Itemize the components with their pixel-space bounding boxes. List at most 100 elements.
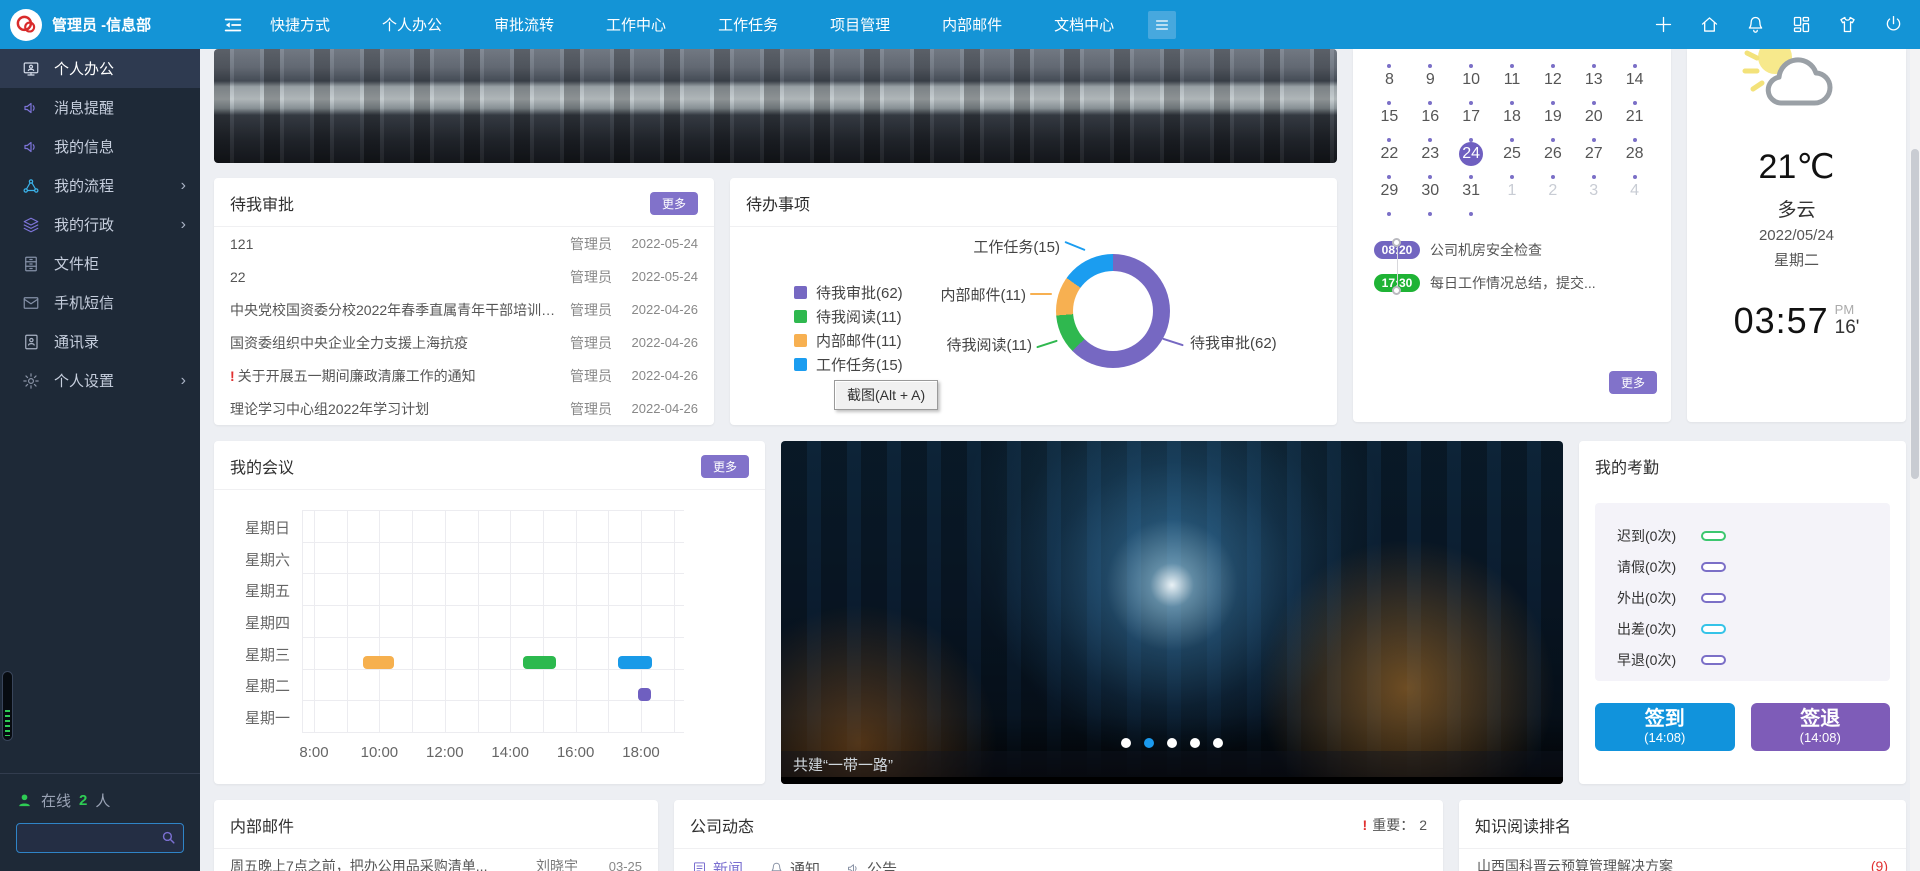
approval-row[interactable]: ! 关于开展五一期间廉政清廉工作的通知 管理员 2022-04-26 [214,359,714,392]
home-icon[interactable] [1699,14,1720,35]
carousel-dot[interactable] [1213,738,1223,748]
tab-新闻[interactable]: 新闻 [692,858,743,871]
company-logo-icon[interactable] [10,8,42,41]
calendar-day[interactable]: 15 [1380,108,1399,125]
calendar-day[interactable]: 29 [1380,182,1399,199]
plus-icon[interactable] [1653,14,1674,35]
carousel[interactable]: 共建“一带一路” [781,441,1563,784]
calendar-day[interactable]: 26 [1543,145,1562,162]
calendar-day[interactable]: 14 [1625,71,1644,88]
schedule-item[interactable]: 17:30 每日工作情况总结，提交... [1374,273,1671,293]
schedule-dot-icon [1632,138,1637,142]
nav-item-6[interactable]: 项目管理 [830,17,891,34]
bell-icon[interactable] [1745,14,1766,35]
speaker-icon [22,99,40,117]
calendar-day[interactable]: 19 [1543,108,1562,125]
sidebar-search-input[interactable] [16,823,184,853]
power-icon[interactable] [1883,14,1904,35]
sidebar-item-我的信息[interactable]: 我的信息 [0,127,200,166]
nav-item-4[interactable]: 工作中心 [606,17,667,34]
collapse-menu-icon[interactable] [222,14,244,36]
nav-item-8[interactable]: 文档中心 [1054,17,1115,34]
calendar-day[interactable]: 2 [1548,182,1558,199]
calendar-day[interactable]: 22 [1380,145,1399,162]
calendar-day[interactable]: 11 [1503,71,1521,88]
schedule-dot-icon [1550,101,1555,105]
approval-more-button[interactable]: 更多 [649,191,698,215]
volume-widget[interactable] [2,671,13,741]
calendar-day[interactable]: 17 [1462,108,1481,125]
brand: 管理员 -信息部 [0,8,200,41]
carousel-dots [781,738,1563,748]
mail-row[interactable]: 周五晚上7点之前，把办公用品采购清单... 刘晓宇 03-25 [214,849,658,871]
nav-item-1[interactable]: 快捷方式 [270,17,331,34]
calendar-day[interactable]: 10 [1462,71,1481,88]
shirt-icon[interactable] [1837,14,1858,35]
meeting-bar[interactable] [618,655,653,669]
approval-row[interactable]: 22 管理员 2022-05-24 [214,260,714,293]
carousel-dot[interactable] [1144,738,1154,748]
legend-item[interactable]: 待我阅读(11) [794,304,903,328]
sidebar-item-我的流程[interactable]: 我的流程 › [0,166,200,205]
carousel-dot[interactable] [1167,738,1177,748]
carousel-dot[interactable] [1121,738,1131,748]
calendar-day[interactable]: 28 [1625,145,1644,162]
nav-item-3[interactable]: 审批流转 [494,17,555,34]
nav-item-5[interactable]: 工作任务 [718,17,779,34]
page-scrollbar[interactable] [1910,49,1920,871]
meetings-more-button[interactable]: 更多 [700,454,749,478]
knowledge-row[interactable]: 山西国科晋云预算管理解决方案 (9) [1459,849,1906,871]
calendar-day[interactable]: 23 [1421,145,1440,162]
calendar-day[interactable]: 8 [1384,71,1394,88]
calendar-more-button[interactable]: 更多 [1608,371,1657,394]
calendar-day[interactable]: 1 [1507,182,1517,199]
sidebar-item-个人设置[interactable]: 个人设置 › [0,361,200,400]
calendar-day[interactable]: 20 [1584,108,1603,125]
calendar-day[interactable]: 4 [1630,182,1640,199]
legend-item[interactable]: 内部邮件(11) [794,328,903,352]
nav-item-7[interactable]: 内部邮件 [942,17,1003,34]
legend-item[interactable]: 待我审批(62) [794,280,903,304]
calendar-day[interactable]: 12 [1543,71,1562,88]
sidebar-item-通讯录[interactable]: 通讯录 [0,322,200,361]
calendar-day[interactable]: 16 [1421,108,1440,125]
approval-row[interactable]: 理论学习中心组2022年学习计划 管理员 2022-04-26 [214,392,714,425]
legend-item[interactable]: 工作任务(15) [794,352,903,376]
carousel-dot[interactable] [1190,738,1200,748]
search-icon[interactable] [160,829,177,846]
calendar-selected-day[interactable]: 24 [1459,142,1484,166]
meeting-bar[interactable] [637,687,651,701]
tab-通知[interactable]: 通知 [769,858,820,871]
sidebar-item-文件柜[interactable]: 文件柜 [0,244,200,283]
calendar-day[interactable]: 25 [1503,145,1521,162]
approval-row[interactable]: 中央党校国资委分校2022年春季直属青年干部培训班开班 管理员 2022-04-26 [214,293,714,326]
meeting-bar[interactable] [523,655,556,669]
schedule-dot-icon [1469,212,1474,216]
donut-ring[interactable] [1056,254,1170,368]
calendar-day[interactable]: 3 [1589,182,1599,199]
calendar-day[interactable]: 30 [1421,182,1440,199]
meeting-bar[interactable] [363,655,395,669]
sidebar-item-手机短信[interactable]: 手机短信 [0,283,200,322]
schedule-item[interactable]: 08:20 公司机房安全检查 [1374,240,1671,260]
approval-row[interactable]: 国资委组织中央企业全力支援上海抗疫 管理员 2022-04-26 [214,326,714,359]
scrollbar-thumb[interactable] [1911,149,1919,479]
calendar-day[interactable]: 31 [1462,182,1481,199]
grid-icon[interactable] [1791,14,1812,35]
calendar-dot-cell [1369,55,1410,68]
calendar-day[interactable]: 13 [1584,71,1603,88]
sidebar-item-消息提醒[interactable]: 消息提醒 [0,88,200,127]
calendar-day[interactable]: 18 [1503,108,1521,125]
calendar-day[interactable]: 21 [1625,108,1644,125]
calendar-day[interactable]: 24 [1451,142,1492,166]
nav-overflow-button[interactable] [1148,10,1177,39]
approval-row[interactable]: 121 管理员 2022-05-24 [214,227,714,260]
sidebar-item-我的行政[interactable]: 我的行政 › [0,205,200,244]
nav-item-2[interactable]: 个人办公 [382,17,443,34]
sidebar-item-个人办公[interactable]: 个人办公 [0,49,200,88]
calendar-day[interactable]: 9 [1425,71,1435,88]
tab-公告[interactable]: 公告 [846,858,897,871]
calendar-day[interactable]: 27 [1584,145,1603,162]
check-out-button[interactable]: 签退 (14:08) [1750,703,1890,751]
check-in-button[interactable]: 签到 (14:08) [1595,703,1735,751]
